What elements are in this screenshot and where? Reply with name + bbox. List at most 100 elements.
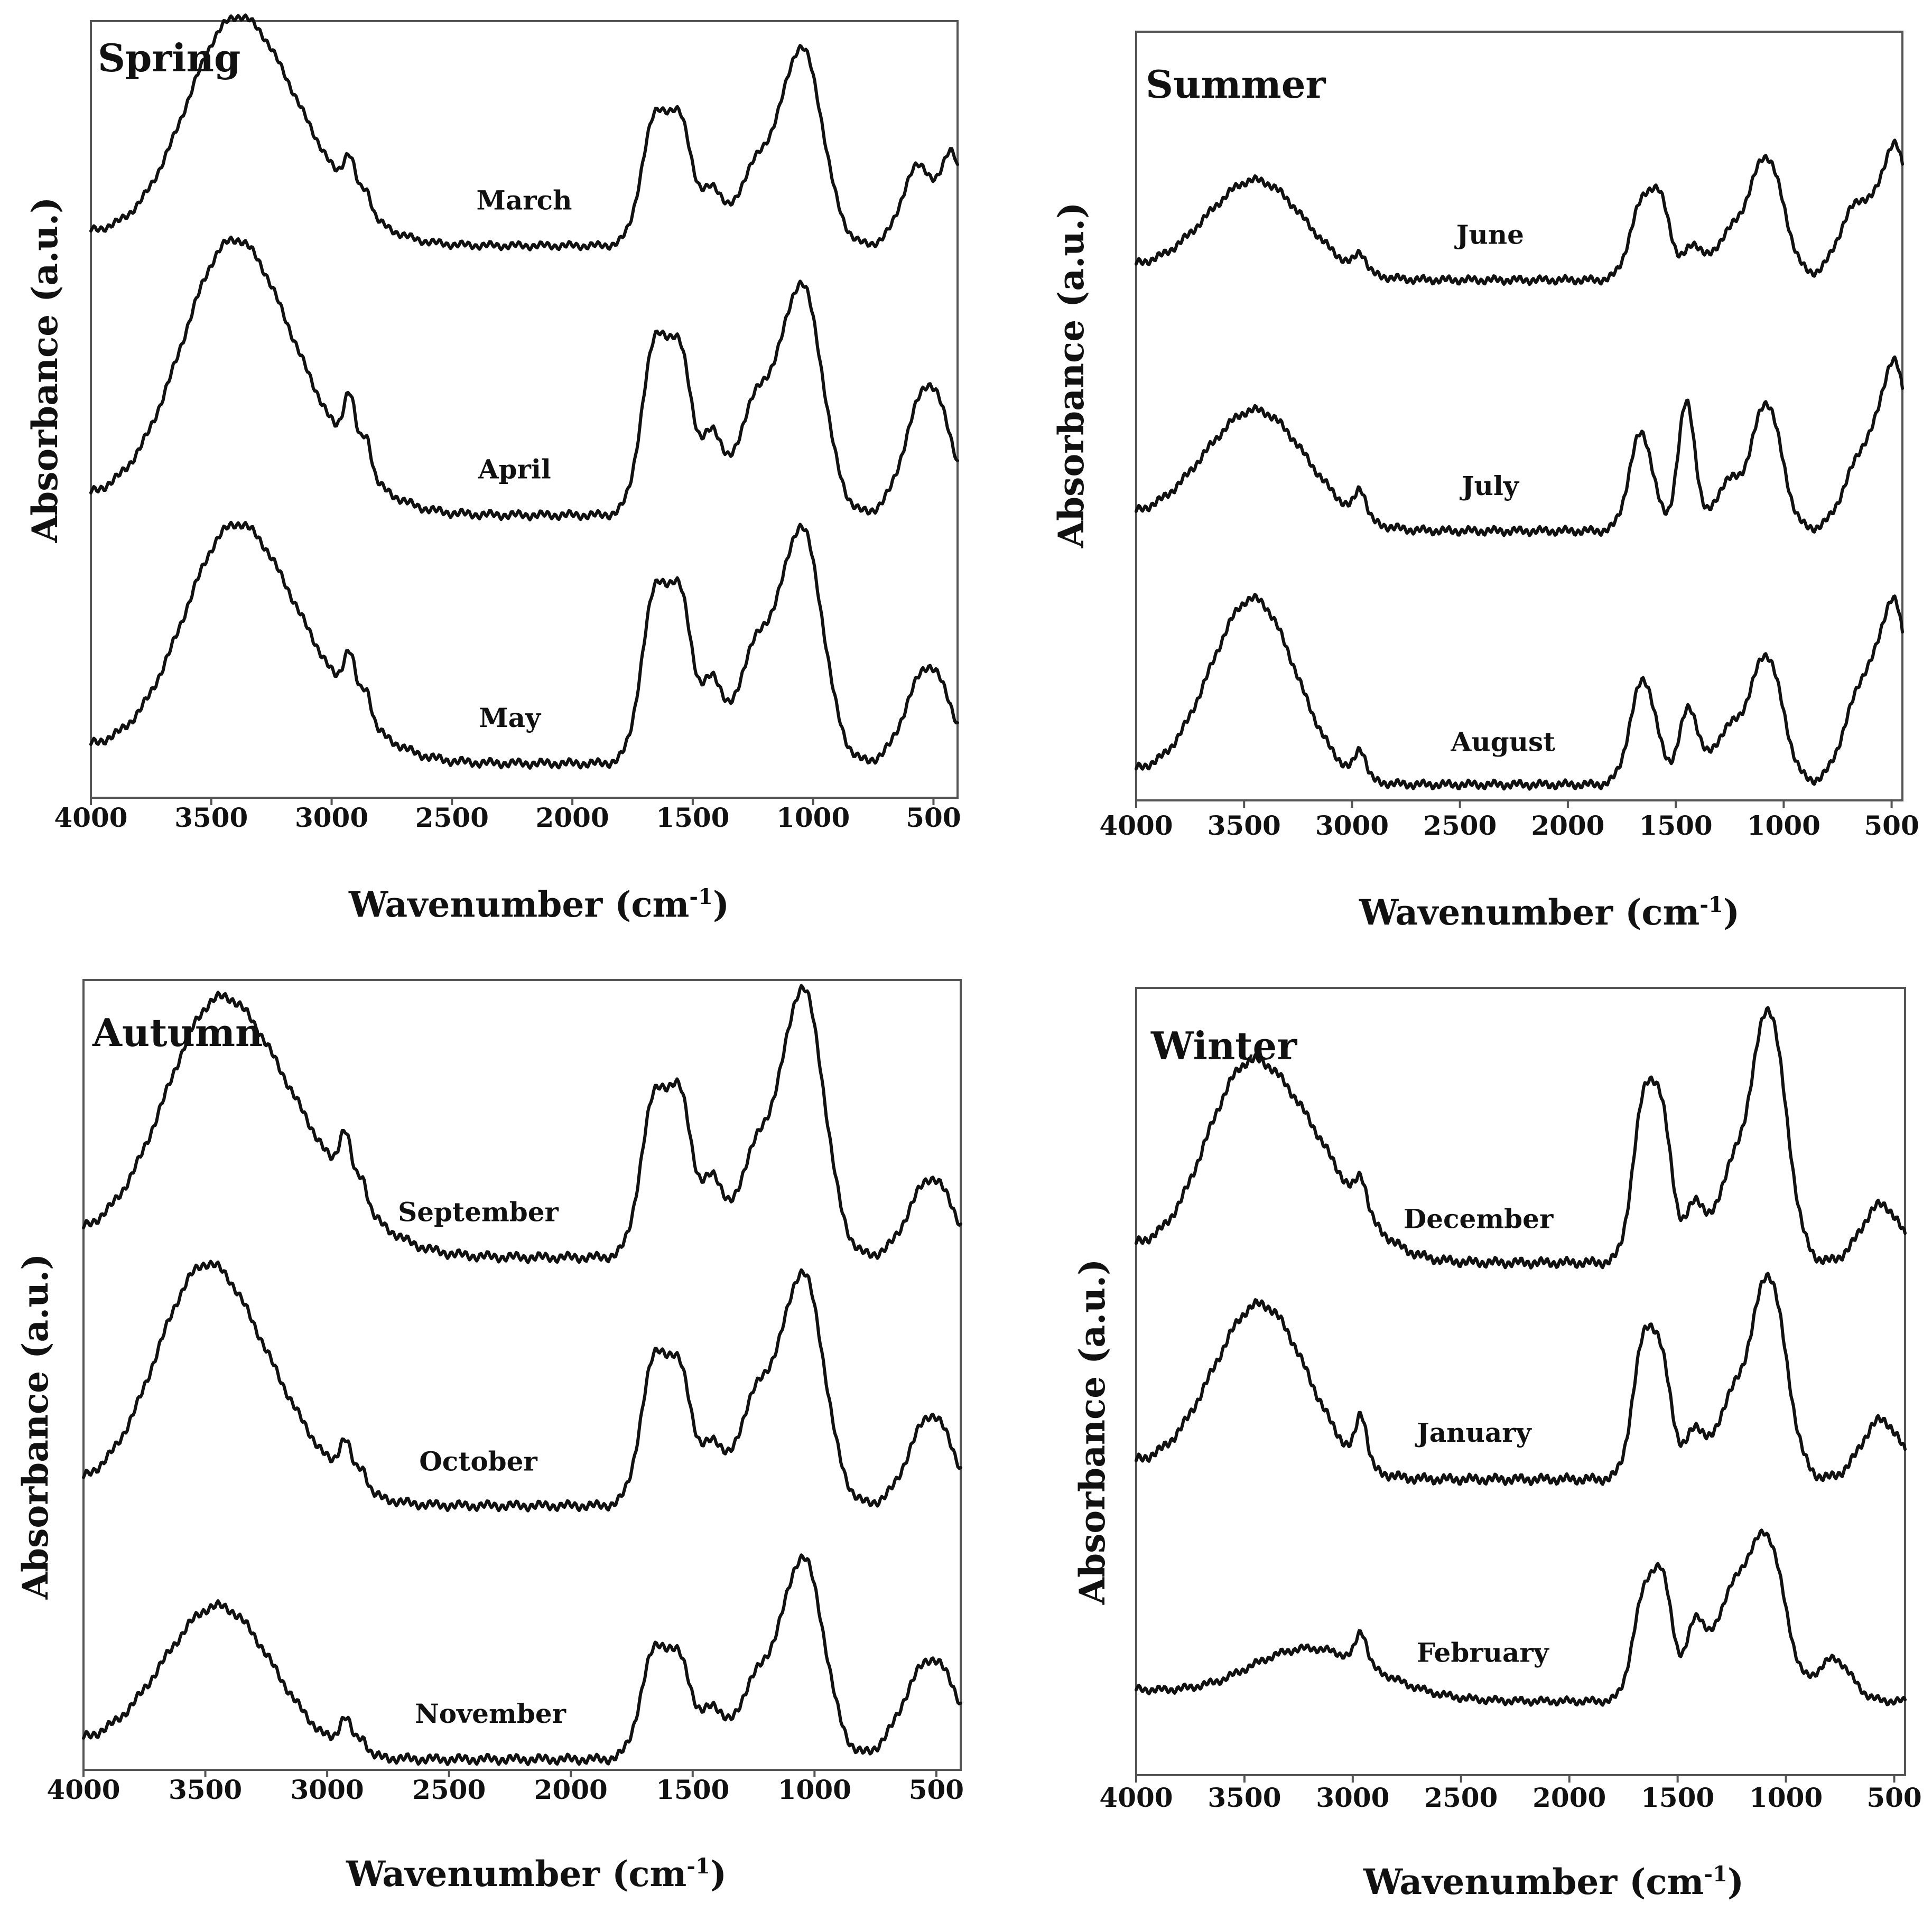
spectrum-august (1135, 593, 1904, 791)
series-label-august: August (1451, 726, 1556, 757)
plot-frame (1135, 987, 1906, 1776)
panel-spring: Spring 4000 3500 3000 2500 2000 1500 1000 500 M… (24, 13, 961, 925)
x-tick-label: 4000 (1099, 1782, 1173, 1813)
x-tick-label: 4000 (54, 802, 127, 833)
series-label-march: March (477, 185, 572, 216)
x-tick-label: 2500 (1424, 1782, 1498, 1813)
series-label-november: November (415, 1698, 566, 1729)
x-tick-label: 2000 (534, 1774, 608, 1805)
spectrum-november (82, 1553, 962, 1766)
y-axis-label: Absorbance (a.u.) (1051, 202, 1092, 549)
x-tick-label: 4000 (1099, 810, 1173, 841)
x-axis-label: Wavenumber (cm-1) (348, 884, 729, 925)
x-axis-label-sup: -1 (1704, 1862, 1727, 1887)
series-label-january: January (1415, 1417, 1532, 1448)
x-tick-label: 2500 (415, 802, 489, 833)
x-tick-label: 2500 (412, 1774, 486, 1805)
spectra (1135, 1006, 1907, 1707)
spectrum-february (1135, 1528, 1907, 1707)
x-axis-label-close: ) (710, 1853, 727, 1895)
x-axis-label-main: Wavenumber (cm (346, 1853, 686, 1895)
series-label-june: June (1454, 219, 1524, 250)
spectra (82, 984, 962, 1766)
series-labels: June July August (1451, 219, 1556, 758)
panel-title: Winter (1150, 1023, 1297, 1068)
x-tick-label: 500 (906, 802, 961, 833)
x-tick-label: 1500 (1641, 1782, 1714, 1813)
x-axis-label-close: ) (713, 884, 729, 925)
x-tick-label: 500 (909, 1774, 964, 1805)
plot-frame (82, 979, 962, 1771)
spectrum-october (82, 1259, 962, 1513)
series-label-february: February (1417, 1637, 1550, 1668)
x-tick-label: 3000 (1315, 810, 1389, 841)
spectra (89, 13, 959, 770)
panel-title: Autumn (92, 1010, 263, 1055)
x-tick-label: 3000 (291, 1774, 364, 1805)
x-tick-label: 2000 (536, 802, 609, 833)
x-tick-label: 500 (1866, 1782, 1921, 1813)
spectra (1135, 138, 1904, 791)
x-tick-label: 3500 (1208, 810, 1281, 841)
x-tick-label: 3000 (1316, 1782, 1389, 1813)
x-axis-label: Wavenumber (cm-1) (1359, 892, 1740, 933)
panel-autumn: Autumn 4000 3500 3000 2500 2000 1500 1000 500 S… (15, 979, 964, 1895)
x-tick-label: 1500 (656, 1774, 729, 1805)
panel-summer: Summer 4000 3500 3000 2500 2000 1500 1000 500 J… (1051, 31, 1919, 933)
series-label-july: July (1460, 470, 1520, 501)
x-tick-label: 1000 (778, 1774, 851, 1805)
spectrum-april (89, 235, 959, 521)
series-labels: December January February (1404, 1203, 1554, 1668)
plot-frame (1135, 31, 1903, 801)
spectrum-march (89, 13, 959, 251)
x-axis-label-main: Wavenumber (cm (1363, 1861, 1704, 1902)
series-labels: September October November (398, 1197, 566, 1730)
y-axis-label: Absorbance (a.u.) (15, 1254, 56, 1600)
series-label-december: December (1404, 1203, 1554, 1235)
y-axis-label: Absorbance (a.u.) (24, 197, 66, 544)
spectrum-june (1135, 138, 1904, 286)
spectrum-september (82, 984, 962, 1264)
plot-frame (90, 20, 959, 799)
series-label-october: October (419, 1446, 537, 1477)
x-tick-label: 1500 (656, 802, 729, 833)
x-ticks: 4000 3500 3000 2500 2000 1500 1000 500 (47, 1770, 964, 1805)
series-labels: March April May (477, 185, 572, 733)
series-label-april: April (478, 454, 551, 485)
x-axis-label-sup: -1 (689, 884, 712, 909)
spectrum-may (89, 520, 959, 770)
x-tick-label: 3500 (1208, 1782, 1281, 1813)
x-tick-label: 4000 (47, 1774, 120, 1805)
x-tick-label: 2000 (1532, 1782, 1606, 1813)
x-axis-label-sup: -1 (1699, 892, 1723, 917)
panel-title: Spring (98, 35, 240, 80)
x-tick-label: 3500 (174, 802, 248, 833)
x-tick-label: 3500 (169, 1774, 242, 1805)
x-axis-label-close: ) (1723, 892, 1740, 933)
panel-winter: Winter 4000 3500 3000 2500 2000 1500 1000 500 D… (1072, 987, 1922, 1902)
x-axis-label-main: Wavenumber (cm (348, 884, 689, 925)
x-tick-label: 1000 (776, 802, 850, 833)
x-axis-label: Wavenumber (cm-1) (346, 1853, 727, 1895)
series-label-may: May (479, 702, 542, 733)
x-ticks: 4000 3500 3000 2500 2000 1500 1000 500 (1099, 1775, 1922, 1813)
x-axis-label: Wavenumber (cm-1) (1363, 1861, 1744, 1902)
x-tick-label: 1000 (1747, 810, 1820, 841)
x-ticks: 4000 3500 3000 2500 2000 1500 1000 500 (1099, 800, 1919, 841)
x-tick-label: 3000 (295, 802, 368, 833)
spectrum-january (1135, 1272, 1907, 1487)
x-axis-label-close: ) (1727, 1861, 1744, 1902)
spectrum-july (1135, 355, 1904, 537)
x-tick-label: 2500 (1423, 810, 1497, 841)
x-axis-label-sup: -1 (686, 1854, 710, 1879)
y-axis-label: Absorbance (a.u.) (1072, 1259, 1113, 1606)
x-tick-label: 1000 (1749, 1782, 1823, 1813)
series-label-september: September (398, 1197, 559, 1228)
x-tick-label: 500 (1864, 810, 1919, 841)
x-tick-label: 1500 (1639, 810, 1713, 841)
spectrum-december (1135, 1006, 1907, 1270)
x-axis-label-main: Wavenumber (cm (1359, 892, 1699, 933)
x-ticks: 4000 3500 3000 2500 2000 1500 1000 500 (54, 798, 961, 833)
x-tick-label: 2000 (1531, 810, 1604, 841)
